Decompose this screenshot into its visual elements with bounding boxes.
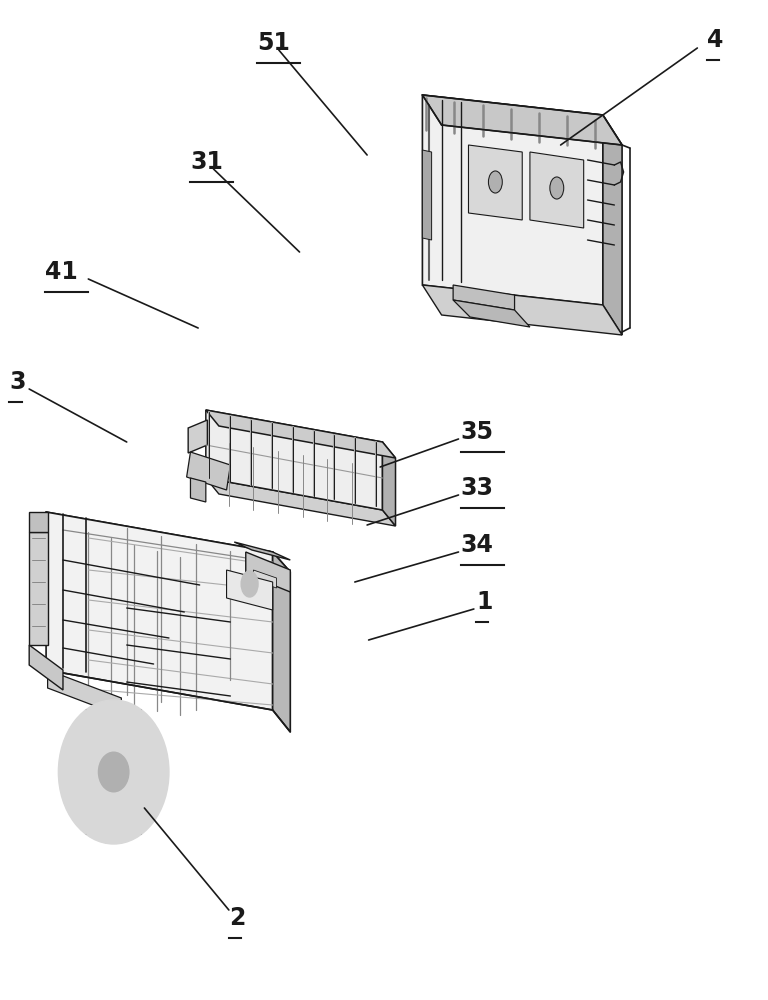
Polygon shape bbox=[603, 115, 622, 335]
Polygon shape bbox=[187, 452, 230, 490]
Polygon shape bbox=[453, 300, 530, 327]
Text: 3: 3 bbox=[9, 370, 25, 394]
Text: 31: 31 bbox=[190, 150, 223, 174]
Polygon shape bbox=[29, 532, 48, 645]
Text: 34: 34 bbox=[461, 533, 494, 557]
Polygon shape bbox=[468, 145, 522, 220]
Polygon shape bbox=[29, 512, 48, 532]
Polygon shape bbox=[234, 542, 290, 560]
Polygon shape bbox=[188, 420, 207, 453]
Polygon shape bbox=[206, 410, 382, 510]
Polygon shape bbox=[206, 478, 396, 526]
Ellipse shape bbox=[241, 571, 258, 597]
Polygon shape bbox=[422, 95, 622, 145]
Text: 1: 1 bbox=[476, 590, 492, 614]
Ellipse shape bbox=[550, 177, 564, 199]
Ellipse shape bbox=[488, 171, 502, 193]
Polygon shape bbox=[253, 570, 276, 588]
Text: 51: 51 bbox=[257, 31, 290, 55]
Polygon shape bbox=[422, 150, 432, 240]
Polygon shape bbox=[382, 442, 396, 526]
Text: 2: 2 bbox=[229, 906, 245, 930]
Text: 4: 4 bbox=[707, 28, 723, 52]
Polygon shape bbox=[190, 478, 206, 502]
Polygon shape bbox=[206, 410, 396, 458]
Polygon shape bbox=[227, 570, 273, 610]
Polygon shape bbox=[46, 512, 290, 572]
Text: 33: 33 bbox=[461, 476, 494, 500]
Polygon shape bbox=[48, 670, 121, 716]
Polygon shape bbox=[422, 95, 603, 305]
Polygon shape bbox=[46, 512, 273, 710]
Text: 41: 41 bbox=[45, 260, 78, 284]
Polygon shape bbox=[273, 552, 290, 732]
Polygon shape bbox=[246, 552, 290, 592]
Polygon shape bbox=[422, 285, 622, 335]
Polygon shape bbox=[29, 645, 63, 690]
Polygon shape bbox=[453, 285, 515, 310]
Text: 35: 35 bbox=[461, 420, 494, 444]
Ellipse shape bbox=[98, 752, 129, 792]
Ellipse shape bbox=[58, 700, 169, 844]
Polygon shape bbox=[530, 152, 584, 228]
